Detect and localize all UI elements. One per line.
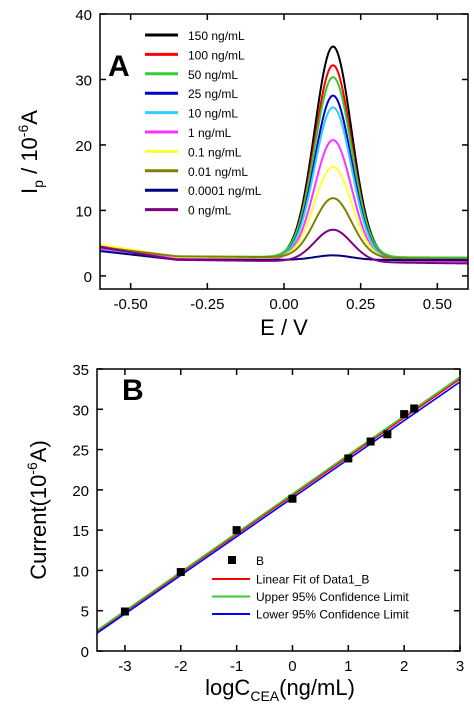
- panel-a-y-label-unit: A: [17, 110, 42, 125]
- panel-a-x-ticks: -0.50 -0.25 0.00 0.25 0.50: [114, 14, 452, 313]
- legend-a-label: 1 ng/mL: [188, 126, 232, 140]
- panel-a-label: A: [108, 50, 130, 83]
- panel-a-y-axis-label: Ip / 10-6A: [15, 110, 46, 194]
- curve-0-01-ng-ml: [100, 197, 468, 260]
- panel-a-curves: [100, 45, 468, 265]
- data-point: [176, 568, 185, 577]
- legend-a-label: 100 ng/mL: [188, 48, 245, 62]
- curve-10-ng-ml: [100, 106, 468, 262]
- legend-a-label: 10 ng/mL: [188, 107, 238, 121]
- a-y-tick-label: 0: [84, 269, 92, 286]
- fit-line: [97, 378, 460, 633]
- panel-a-y-label-main: I: [17, 188, 42, 194]
- panel-b-y-label-main: Current(10: [26, 475, 51, 580]
- a-y-tick-label: 40: [75, 7, 92, 24]
- a-y-tick-label: 10: [75, 203, 92, 220]
- a-x-tick-label: 0.50: [423, 296, 452, 313]
- curve-50-ng-ml: [100, 75, 468, 259]
- b-y-tick-label: 20: [72, 483, 89, 500]
- panel-b-x-label-sub: CEA: [250, 688, 279, 704]
- b-x-tick-label: 3: [456, 658, 464, 675]
- panel-b-x-axis-label: logCCEA(ng/mL): [205, 675, 355, 704]
- legend-a-label: 25 ng/mL: [188, 87, 238, 101]
- legend-b-points-label: B: [256, 554, 264, 568]
- a-x-tick-label: 0.00: [269, 296, 298, 313]
- panel-b-y-label-unit: A): [26, 440, 51, 462]
- panel-b-x-label-main: logC: [205, 675, 250, 700]
- panel-a-x-axis-label: E / V: [260, 315, 308, 340]
- panel-b-y-ticks: 0 5 10 15 20 25 30 35: [72, 362, 460, 661]
- panel-a-legend: 150 ng/mL 100 ng/mL 50 ng/mL 25 ng/mL 10 ng/…: [145, 29, 262, 218]
- b-x-tick-label: -3: [118, 658, 131, 675]
- curve-0-1-ng-ml: [100, 165, 468, 261]
- panel-b-y-axis-label: Current(10-6A): [24, 440, 51, 580]
- legend-a-label: 0.01 ng/mL: [188, 165, 248, 179]
- legend-a-label: 150 ng/mL: [188, 29, 245, 43]
- legend-a-label: 50 ng/mL: [188, 68, 238, 82]
- panel-b-legend: B Linear Fit of Data1_B Upper 95% Confiden…: [212, 554, 409, 622]
- curve-1-ng-ml: [100, 138, 468, 263]
- panel-a-y-label-mid: / 10: [17, 137, 42, 180]
- legend-b-label: Upper 95% Confidence Limit: [256, 590, 409, 604]
- panel-b-y-label-sup: -6: [24, 462, 40, 475]
- legend-b-label: Lower 95% Confidence Limit: [256, 608, 409, 622]
- curve-0-ng-ml: [100, 228, 468, 265]
- panel-a-y-label-sub: p: [30, 180, 46, 188]
- panel-b-fit-lines: [97, 376, 460, 634]
- panel-a: -0.50 -0.25 0.00 0.25 0.50 0 10 20 30 40 150 ng/…: [15, 7, 469, 340]
- b-x-tick-label: -2: [174, 658, 187, 675]
- panel-b-label: B: [122, 374, 144, 407]
- data-point: [288, 494, 297, 503]
- b-x-tick-label: 0: [288, 658, 296, 675]
- panel-b-x-label-unit: (ng/mL): [279, 675, 355, 700]
- data-point: [410, 404, 419, 413]
- legend-b-marker: [228, 556, 236, 564]
- data-point: [344, 454, 353, 463]
- legend-a-label: 0.0001 ng/mL: [188, 184, 262, 198]
- data-point: [232, 526, 241, 535]
- b-x-tick-label: 1: [344, 658, 352, 675]
- panel-b: -3 -2 -1 0 1 2 3 0 5 10 15 20 25 30 35 B Linear Fit of…: [24, 362, 464, 704]
- legend-b-label: Linear Fit of Data1_B: [256, 573, 369, 587]
- b-y-tick-label: 0: [81, 644, 89, 661]
- b-y-tick-label: 30: [72, 402, 89, 419]
- b-y-tick-label: 5: [81, 604, 89, 621]
- data-point: [383, 430, 392, 439]
- legend-a-label: 0.1 ng/mL: [188, 145, 242, 159]
- panel-a-y-label-sup: -6: [15, 125, 31, 138]
- a-y-tick-label: 20: [75, 138, 92, 155]
- b-x-tick-label: -1: [230, 658, 243, 675]
- fit-line: [97, 376, 460, 632]
- panel-b-x-ticks: -3 -2 -1 0 1 2 3: [118, 369, 464, 675]
- data-point: [400, 410, 409, 419]
- data-point: [366, 437, 375, 446]
- b-y-tick-label: 25: [72, 443, 89, 460]
- curve-25-ng-ml: [100, 94, 468, 262]
- data-point: [120, 607, 129, 616]
- panel-b-points: [120, 404, 419, 616]
- b-y-tick-label: 35: [72, 362, 89, 379]
- b-x-tick-label: 2: [400, 658, 408, 675]
- panel-b-frame: [96, 368, 461, 652]
- b-y-tick-label: 10: [72, 563, 89, 580]
- a-x-tick-label: -0.50: [114, 296, 148, 313]
- b-y-tick-label: 15: [72, 523, 89, 540]
- fit-line: [97, 381, 460, 634]
- a-y-tick-label: 30: [75, 72, 92, 89]
- curve-150-ng-ml: [100, 45, 468, 261]
- a-x-tick-label: 0.25: [346, 296, 375, 313]
- legend-a-label: 0 ng/mL: [188, 204, 232, 218]
- panel-a-y-ticks: 0 10 20 30 40: [75, 7, 468, 286]
- a-x-tick-label: -0.25: [190, 296, 224, 313]
